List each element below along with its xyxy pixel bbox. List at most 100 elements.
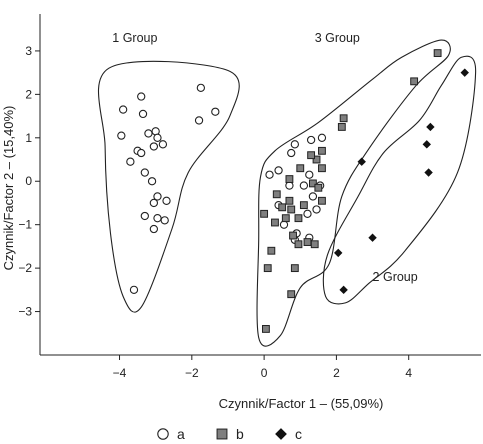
data-point-a [154,134,161,141]
data-point-a [145,130,152,137]
data-point-b [263,326,270,333]
data-point-b [268,247,275,254]
data-point-a [212,108,219,115]
data-point-b [308,152,315,159]
data-point-b [434,50,441,57]
data-point-b [319,165,326,172]
data-point-a [141,212,148,219]
data-point-b [304,239,311,246]
data-point-c [425,169,433,177]
data-point-b [315,184,322,191]
data-point-a [130,286,137,293]
data-point-b [340,115,347,122]
data-point-b [273,191,280,198]
y-tick-label: 0 [25,174,32,188]
group-label: 3 Group [315,31,360,45]
data-point-a [291,141,298,148]
data-point-a [127,158,134,165]
data-point-a [309,193,316,200]
data-point-c [340,286,348,294]
data-point-b [286,197,293,204]
data-point-a [300,182,307,189]
y-axis-ticks: −3 −2 −1 0 1 2 3 [18,44,40,319]
data-point-c [423,141,431,149]
data-point-b [411,78,418,85]
data-point-a [150,225,157,232]
data-point-a [150,199,157,206]
legend-marker-b [217,429,227,439]
data-point-b [295,215,302,222]
data-point-b [311,241,318,248]
legend-label: a [177,426,185,442]
data-point-a [280,221,287,228]
data-point-a [163,197,170,204]
data-point-b [319,197,326,204]
data-point-c [334,249,342,257]
y-tick-label: 1 [25,131,32,145]
data-point-a [139,110,146,117]
group-label: 2 Group [373,270,418,284]
data-point-a [308,136,315,143]
data-point-c [369,234,377,242]
group-outline [323,56,475,304]
data-point-b [291,265,298,272]
data-point-b [288,291,295,298]
legend: a b c [158,426,302,442]
y-axis-label: Czynnik/Factor 2 – (15,40%) [1,106,16,271]
data-point-b [286,176,293,183]
data-point-a [313,206,320,213]
data-point-a [138,149,145,156]
legend-marker-a [158,429,168,439]
x-tick-label: 4 [405,366,412,380]
data-point-a [141,169,148,176]
data-point-b [295,241,302,248]
data-point-b [272,219,279,226]
data-point-b [264,265,271,272]
y-tick-label: −3 [18,305,32,319]
data-point-a [148,178,155,185]
data-point-a [138,93,145,100]
data-point-a [275,167,282,174]
y-tick-label: −1 [18,218,32,232]
y-tick-label: −2 [18,261,32,275]
data-point-c [427,123,435,131]
data-point-a [120,106,127,113]
data-point-a [118,132,125,139]
data-point-a [159,141,166,148]
data-point-a [150,143,157,150]
data-point-c [461,69,469,77]
data-point-b [261,210,268,217]
data-point-a [286,182,293,189]
data-point-b [290,232,297,239]
y-tick-label: 3 [25,44,32,58]
legend-marker-c [276,429,287,440]
data-point-c [358,158,366,166]
x-tick-label: 2 [333,366,340,380]
data-point-b [288,206,295,213]
data-point-a [195,117,202,124]
data-point-a [197,84,204,91]
data-point-b [338,124,345,131]
x-tick-label: 0 [261,366,268,380]
data-point-a [306,171,313,178]
group-labels: 1 Group 3 Group 2 Group [112,31,417,284]
legend-label: c [295,426,302,442]
data-point-a [161,217,168,224]
data-point-b [300,202,307,209]
x-axis-label: Czynnik/Factor 1 – (55,09%) [219,396,384,411]
legend-label: b [236,426,244,442]
x-axis-ticks: −4 −2 0 2 4 [113,355,413,380]
group-label: 1 Group [112,31,157,45]
data-points [118,50,469,333]
data-point-b [319,147,326,154]
data-point-b [279,204,286,211]
data-point-b [282,215,289,222]
data-point-a [288,149,295,156]
x-tick-label: −4 [113,366,127,380]
x-tick-label: −2 [185,366,199,380]
data-point-a [154,215,161,222]
group-outline [98,61,239,312]
data-point-b [297,165,304,172]
data-point-a [304,210,311,217]
